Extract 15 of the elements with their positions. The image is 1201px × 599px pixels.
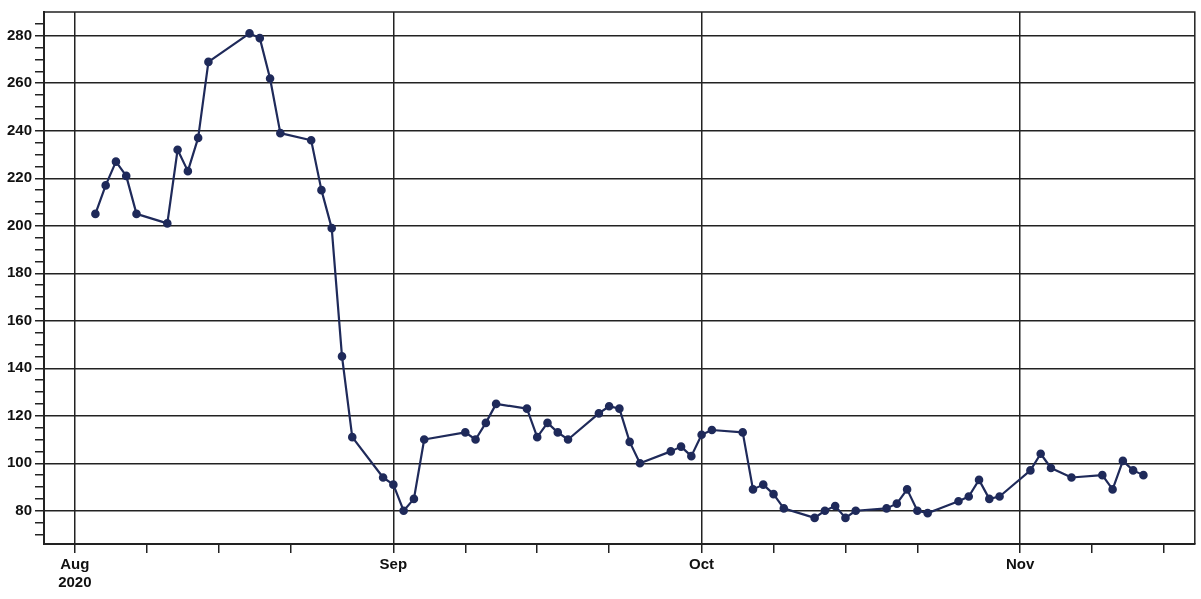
y-tick-label: 240 — [7, 120, 33, 138]
y-tick-label: 260 — [7, 73, 33, 91]
y-tick-label: 200 — [7, 215, 33, 233]
y-tick-label: 100 — [7, 453, 33, 471]
x-tick-label: Nov — [1005, 555, 1035, 573]
y-tick-label: 280 — [7, 25, 33, 43]
y-tick-label: 220 — [7, 168, 33, 186]
x-tick-label: Aug 2020 — [58, 555, 92, 591]
y-tick-label: 180 — [7, 263, 33, 281]
y-tick-label: 80 — [15, 500, 33, 518]
x-tick-label: Oct — [689, 555, 715, 573]
y-tick-label: 160 — [7, 310, 33, 328]
x-tick-label: Sep — [379, 555, 408, 573]
y-tick-label: 120 — [7, 405, 33, 423]
y-tick-label: 140 — [7, 358, 33, 376]
